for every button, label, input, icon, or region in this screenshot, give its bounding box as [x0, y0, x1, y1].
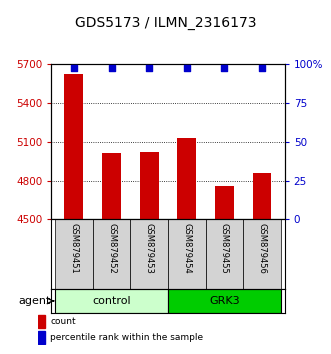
Bar [243, 219, 281, 289]
Point [71, 65, 76, 71]
Bar [38, 331, 45, 343]
Text: GSM879455: GSM879455 [220, 223, 229, 274]
Text: GRK3: GRK3 [209, 296, 240, 306]
Text: GSM879453: GSM879453 [145, 223, 154, 274]
Bar [38, 315, 45, 328]
Text: GSM879452: GSM879452 [107, 223, 116, 274]
Text: control: control [92, 296, 131, 306]
Bar [55, 219, 93, 289]
Text: GSM879456: GSM879456 [258, 223, 266, 274]
Point [260, 65, 265, 71]
Point [147, 65, 152, 71]
Text: agent: agent [18, 296, 51, 306]
Bar [168, 219, 206, 289]
Text: GSM879454: GSM879454 [182, 223, 191, 274]
Bar [168, 289, 281, 313]
Point [109, 65, 114, 71]
Bar [253, 173, 271, 219]
Point [184, 65, 189, 71]
Bar [140, 152, 159, 219]
Bar [55, 289, 168, 313]
Bar [177, 138, 196, 219]
Text: count: count [50, 317, 76, 326]
Text: percentile rank within the sample: percentile rank within the sample [50, 333, 204, 342]
Bar [206, 219, 243, 289]
Text: GDS5173 / ILMN_2316173: GDS5173 / ILMN_2316173 [75, 16, 256, 30]
Bar [130, 219, 168, 289]
Bar [102, 153, 121, 219]
Text: GSM879451: GSM879451 [70, 223, 78, 274]
Bar [93, 219, 130, 289]
Point [222, 65, 227, 71]
Bar [65, 74, 83, 219]
Bar [215, 186, 234, 219]
